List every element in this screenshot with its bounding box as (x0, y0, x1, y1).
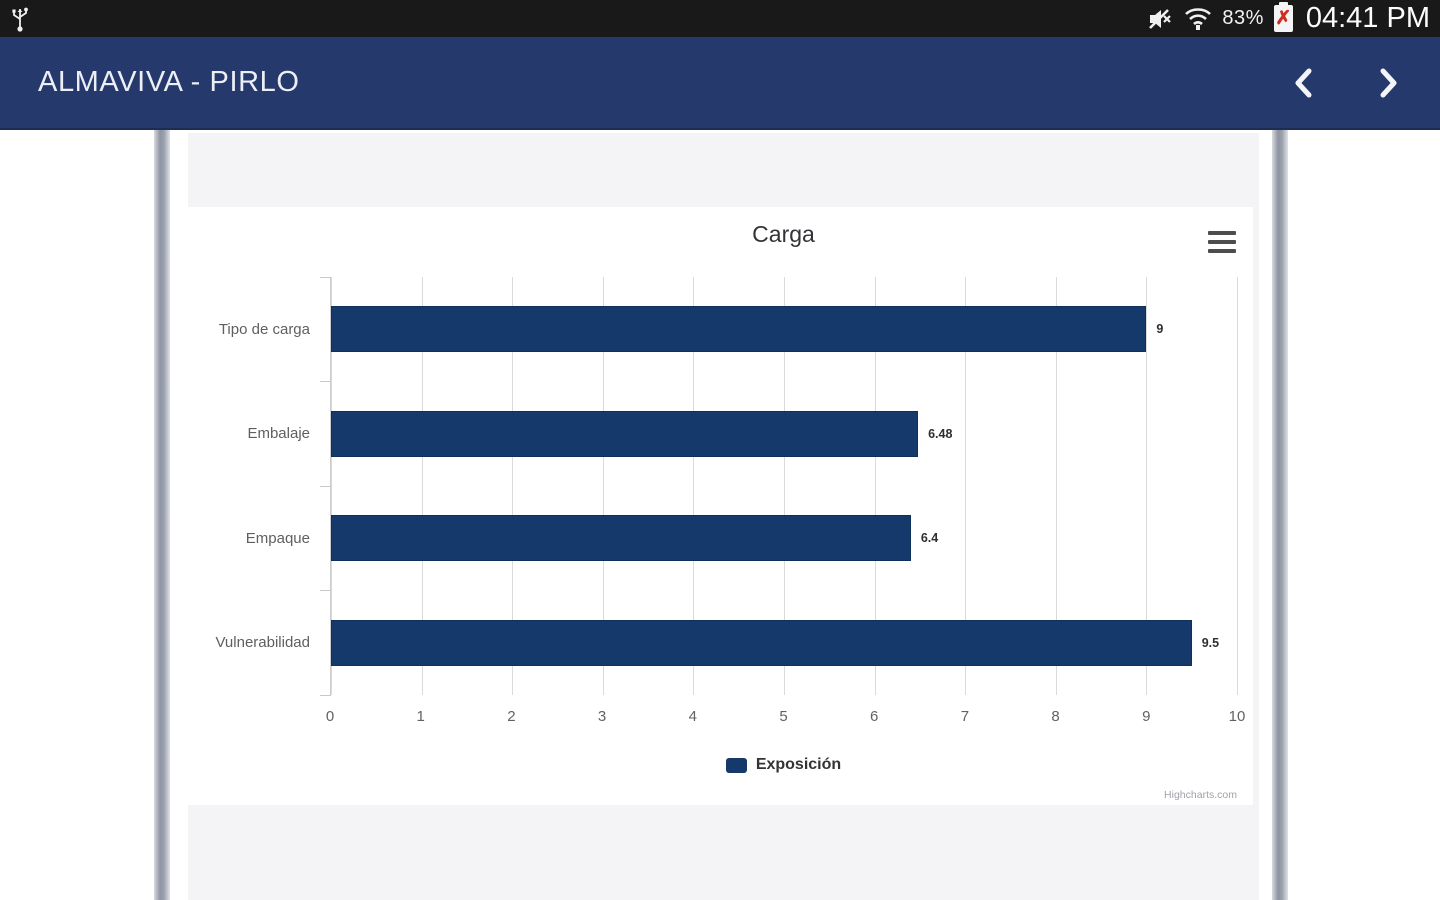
category-label: Empaque (245, 529, 310, 547)
chart-title: Carga (752, 221, 815, 247)
wifi-icon (1185, 7, 1212, 30)
app-bar: ALMAVIVA - PIRLO (0, 37, 1440, 130)
battery-error-icon: ✗ (1273, 2, 1293, 32)
usb-icon (12, 7, 28, 32)
x-axis-tick-label: 8 (1051, 708, 1060, 725)
back-button[interactable] (1284, 61, 1322, 105)
menu-bar (1208, 240, 1236, 244)
data-label: 6.4 (920, 531, 939, 546)
data-label: 9.5 (1201, 635, 1220, 650)
x-axis-tick-label: 4 (688, 708, 697, 725)
gridline (693, 277, 695, 695)
bar-tipo-de-carga[interactable] (331, 306, 1147, 353)
left-scroll-edge[interactable] (154, 130, 170, 900)
status-bar-right: 83% ✗ 04:41 PM (1146, 2, 1430, 35)
y-axis-tick (320, 276, 331, 278)
x-axis-tick-label: 0 (325, 708, 335, 725)
gridline (512, 277, 514, 695)
gridline (874, 277, 876, 695)
x-axis-labels: 0 1 2 3 4 5 6 7 8 9 10 (326, 695, 1246, 725)
page-title: ALMAVIVA - PIRLO (38, 66, 300, 98)
x-axis-tick-label: 7 (960, 708, 970, 725)
category-label: Embalaje (247, 425, 310, 443)
x-axis-tick-label: 2 (507, 708, 516, 725)
data-label: 6.48 (928, 426, 953, 441)
bar-row: 9 (331, 277, 1237, 382)
legend-label: Exposición (755, 756, 842, 773)
data-label: 9 (1156, 322, 1164, 337)
category-label: Vulnerabilidad (215, 634, 310, 652)
menu-bar (1208, 231, 1236, 235)
y-axis-tick (320, 381, 331, 382)
report-page: Carga 9 6.48 6.4 9.5 Tipo de carga Embalaje E… (188, 133, 1259, 900)
bar-row: 6.4 (331, 486, 1237, 591)
status-bar: 83% ✗ 04:41 PM (0, 0, 1440, 37)
clock: 04:41 PM (1305, 2, 1430, 34)
y-axis-tick (320, 485, 331, 487)
x-axis-tick-label: 10 (1228, 708, 1246, 725)
gridline (331, 277, 332, 695)
legend-swatch (725, 757, 747, 773)
gridline (602, 277, 604, 695)
x-axis-tick-label: 5 (779, 708, 788, 725)
gridline (965, 277, 967, 695)
menu-bar (1208, 249, 1236, 253)
x-axis-tick-label: 6 (870, 708, 879, 725)
gridline (784, 277, 785, 695)
y-axis-tick (320, 694, 331, 696)
bar-empaque[interactable] (331, 515, 911, 562)
gridline (1237, 277, 1238, 695)
plot-area: 9 6.48 6.4 9.5 (320, 276, 1238, 696)
bar-vulnerabilidad[interactable] (331, 619, 1192, 666)
x-axis-tick-label: 9 (1142, 708, 1151, 725)
nav-arrows (1284, 37, 1408, 128)
bar-row: 9.5 (331, 591, 1237, 696)
bar-embalaje[interactable] (331, 410, 919, 457)
x-axis-tick-label: 3 (597, 708, 607, 725)
chart-menu-button[interactable] (1208, 231, 1236, 253)
category-label: Tipo de carga (218, 320, 310, 338)
legend-item-exposicion[interactable]: Exposición (330, 756, 1237, 774)
bar-row: 6.48 (331, 382, 1237, 487)
gridline (421, 277, 423, 695)
gridline (1146, 277, 1148, 695)
y-axis-labels: Tipo de carga Embalaje Empaque Vulnerabilid… (188, 277, 310, 695)
status-bar-left (10, 5, 30, 33)
battery-percent: 83% (1222, 7, 1264, 29)
right-scroll-edge[interactable] (1272, 130, 1288, 900)
y-axis-tick (320, 590, 331, 591)
highcharts-credits-link[interactable]: Highcharts.com (1164, 789, 1237, 801)
forward-button[interactable] (1370, 61, 1408, 105)
chart-card: Carga 9 6.48 6.4 9.5 Tipo de carga Embalaje E… (188, 207, 1253, 805)
x-axis-tick-label: 1 (416, 708, 425, 725)
content-area: Carga 9 6.48 6.4 9.5 Tipo de carga Embalaje E… (0, 130, 1440, 900)
gridline (1055, 277, 1057, 695)
chevron-right-icon (1380, 68, 1397, 97)
chevron-left-icon (1295, 68, 1312, 97)
mute-icon (1149, 8, 1172, 29)
